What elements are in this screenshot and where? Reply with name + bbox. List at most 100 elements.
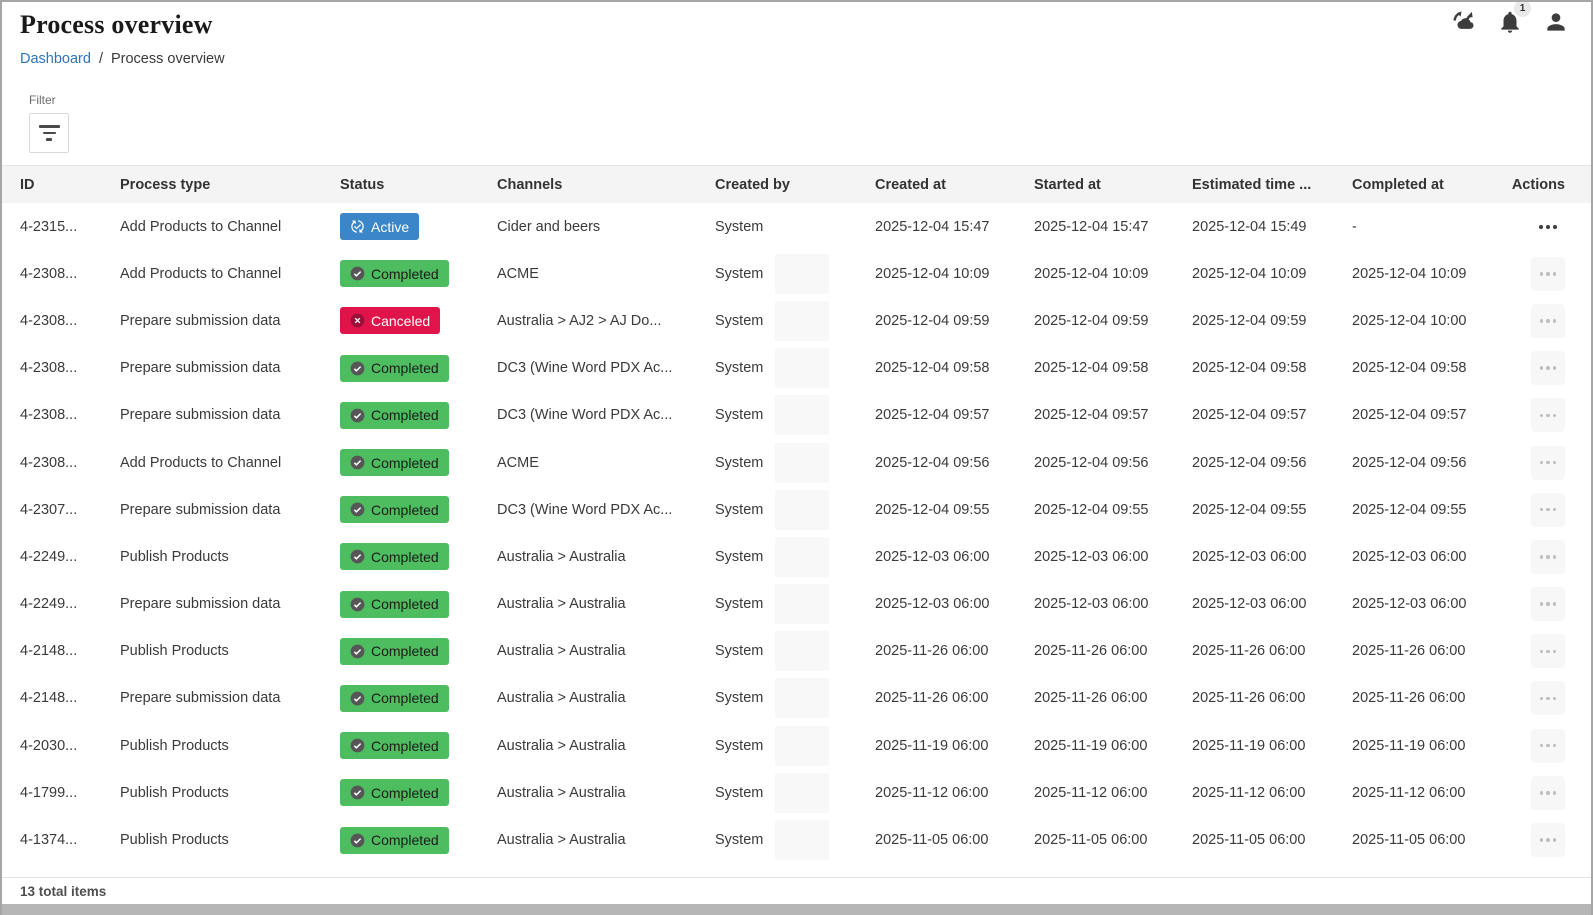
filter-button[interactable] [29, 113, 69, 153]
row-actions-button[interactable] [1531, 681, 1565, 715]
ellipsis-icon [1540, 838, 1544, 842]
row-started-at: 2025-12-04 09:56 [1034, 455, 1192, 471]
status-label: Completed [371, 267, 439, 281]
row-actions-button[interactable] [1531, 729, 1565, 763]
table-row: 4-2030... Publish Products Completed [2, 722, 1591, 769]
row-created-at: 2025-12-03 06:00 [875, 549, 1034, 565]
status-label: Active [371, 220, 409, 234]
row-created-at: 2025-11-12 06:00 [875, 785, 1034, 801]
check-circle-icon [350, 361, 365, 376]
row-started-at: 2025-11-26 06:00 [1034, 690, 1192, 706]
status-badge: Completed [340, 543, 449, 570]
row-estimated-time: 2025-12-04 09:57 [1192, 407, 1352, 423]
row-actions-button[interactable] [1531, 540, 1565, 574]
row-id: 4-2148... [20, 690, 120, 706]
table-row: 4-2307... Prepare submission data Com [2, 486, 1591, 533]
breadcrumb: Dashboard / Process overview [20, 51, 1573, 67]
filter-block: Filter [29, 93, 1573, 153]
avatar-placeholder [775, 254, 829, 294]
row-actions-button[interactable] [1531, 634, 1565, 668]
row-created-at: 2025-11-26 06:00 [875, 643, 1034, 659]
row-channels: Australia > Australia [497, 832, 715, 848]
table-row: 4-2308... Prepare submission data Can [2, 297, 1591, 344]
row-started-at: 2025-11-19 06:00 [1034, 738, 1192, 754]
row-estimated-time: 2025-11-05 06:00 [1192, 832, 1352, 848]
avatar-placeholder [775, 820, 829, 860]
row-estimated-time: 2025-11-12 06:00 [1192, 785, 1352, 801]
row-estimated-time: 2025-12-04 09:55 [1192, 502, 1352, 518]
row-actions-button[interactable] [1531, 398, 1565, 432]
row-created-by: System [715, 360, 763, 376]
breadcrumb-dashboard-link[interactable]: Dashboard [20, 51, 91, 67]
table-row: 4-2308... Prepare submission data Com [2, 392, 1591, 439]
ellipsis-icon [1540, 319, 1544, 323]
column-header-status: Status [340, 177, 497, 193]
avatar-placeholder [775, 726, 829, 766]
row-estimated-time: 2025-11-26 06:00 [1192, 690, 1352, 706]
user-icon[interactable] [1543, 9, 1569, 35]
row-created-by: System [715, 738, 763, 754]
row-created-by: System [715, 502, 763, 518]
row-created-by: System [715, 455, 763, 471]
ellipsis-icon [1540, 697, 1544, 701]
status-badge: Active [340, 213, 419, 240]
avatar-placeholder [775, 443, 829, 483]
column-header-process-type: Process type [120, 177, 340, 193]
page-title: Process overview [20, 8, 1573, 42]
row-completed-at: 2025-11-26 06:00 [1352, 643, 1507, 659]
row-process-type: Add Products to Channel [120, 266, 340, 282]
ellipsis-icon [1540, 508, 1544, 512]
row-channels: DC3 (Wine Word PDX Ac... [497, 360, 715, 376]
row-id: 4-2030... [20, 738, 120, 754]
x-circle-icon [350, 313, 365, 328]
table-header: ID Process type Status Channels Created … [2, 165, 1591, 203]
row-channels: Australia > AJ2 > AJ Do... [497, 313, 715, 329]
row-created-by: System [715, 596, 763, 612]
sync-icon [350, 219, 365, 234]
check-circle-icon [350, 691, 365, 706]
status-label: Completed [371, 456, 439, 470]
status-label: Completed [371, 786, 439, 800]
row-completed-at: 2025-12-04 10:09 [1352, 266, 1507, 282]
row-actions-button[interactable] [1531, 257, 1565, 291]
row-actions-button[interactable] [1531, 776, 1565, 810]
status-badge: Completed [340, 355, 449, 382]
check-circle-icon [350, 833, 365, 848]
app-window: Process overview 1 [0, 0, 1593, 915]
row-started-at: 2025-12-04 09:57 [1034, 407, 1192, 423]
status-badge: Completed [340, 685, 449, 712]
ellipsis-icon [1540, 366, 1544, 370]
table-row: 4-1374... Publish Products Completed [2, 816, 1591, 863]
row-created-at: 2025-12-04 15:47 [875, 219, 1034, 235]
row-actions-button[interactable] [1531, 210, 1565, 244]
bell-icon[interactable]: 1 [1497, 9, 1523, 35]
avatar-placeholder [775, 395, 829, 435]
row-actions-button[interactable] [1531, 446, 1565, 480]
avatar-placeholder [775, 301, 829, 341]
row-actions-button[interactable] [1531, 587, 1565, 621]
row-completed-at: 2025-12-03 06:00 [1352, 596, 1507, 612]
row-actions-button[interactable] [1531, 823, 1565, 857]
table-body: 4-2315... Add Products to Channel Act [2, 203, 1591, 864]
row-id: 4-2148... [20, 643, 120, 659]
ellipsis-icon [1540, 414, 1544, 418]
row-actions-button[interactable] [1531, 304, 1565, 338]
row-process-type: Prepare submission data [120, 313, 340, 329]
row-process-type: Publish Products [120, 832, 340, 848]
ellipsis-icon [1540, 744, 1544, 748]
row-id: 4-2315... [20, 219, 120, 235]
notification-badge: 1 [1514, 0, 1531, 17]
row-actions-button[interactable] [1531, 493, 1565, 527]
row-channels: Cider and beers [497, 219, 715, 235]
total-items-label: 13 total items [20, 884, 106, 899]
cloud-sync-icon[interactable] [1451, 9, 1477, 35]
row-channels: ACME [497, 455, 715, 471]
row-actions-button[interactable] [1531, 351, 1565, 385]
row-created-at: 2025-12-04 09:57 [875, 407, 1034, 423]
row-created-at: 2025-12-04 09:55 [875, 502, 1034, 518]
ellipsis-icon [1539, 225, 1543, 229]
status-badge: Completed [340, 827, 449, 854]
row-channels: Australia > Australia [497, 643, 715, 659]
row-created-at: 2025-12-04 09:56 [875, 455, 1034, 471]
row-channels: DC3 (Wine Word PDX Ac... [497, 407, 715, 423]
